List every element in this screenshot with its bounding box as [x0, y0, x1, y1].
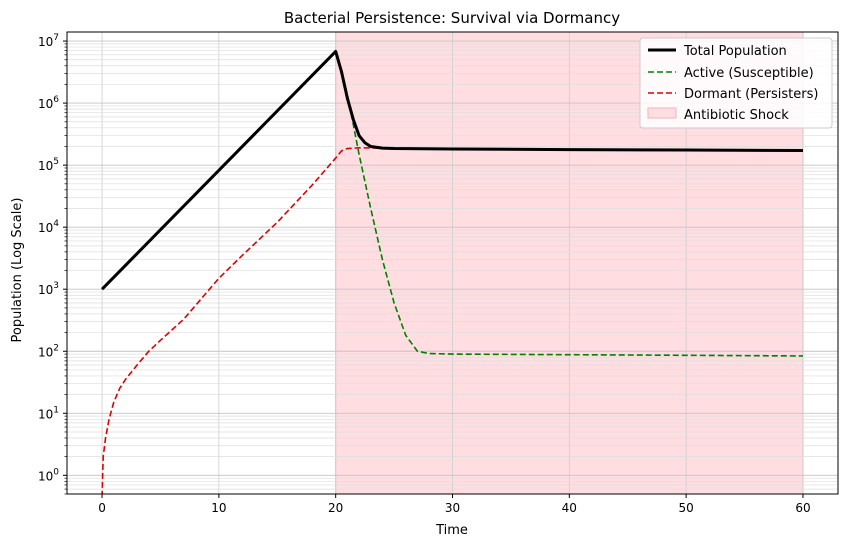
- x-tick-label: 60: [795, 501, 810, 515]
- y-tick-label: 103: [38, 281, 59, 297]
- legend-swatch-antibiotic-shock: [647, 107, 677, 119]
- grid-layer: [67, 32, 838, 495]
- x-tick-label: 30: [445, 501, 460, 515]
- series-layer: [100, 49, 803, 494]
- y-tick-label: 100: [38, 467, 59, 483]
- x-tick-label: 0: [98, 501, 106, 515]
- x-axis-ticks: 0 10 20 30 40 50 60: [98, 494, 811, 515]
- legend-box: [639, 37, 833, 129]
- legend-label-active-susceptible: Active (Susceptible): [684, 66, 814, 81]
- chart-title: Bacterial Persistence: Survival via Dorm…: [284, 9, 620, 27]
- series-line-active-susceptible: [101, 51, 803, 357]
- legend: Total Population Active (Susceptible) Do…: [639, 37, 833, 129]
- x-tick-label: 10: [211, 501, 226, 515]
- x-tick-label: 20: [328, 501, 343, 515]
- x-tick-label: 40: [562, 501, 577, 515]
- series-line-total-population: [100, 49, 803, 291]
- legend-label-antibiotic-shock: Antibiotic Shock: [684, 108, 789, 123]
- x-tick-label: 50: [678, 501, 693, 515]
- y-axis-ticks: 100 101 102 103 104 105 106 107: [38, 33, 67, 495]
- legend-label-total-population: Total Population: [683, 44, 787, 59]
- y-tick-label: 107: [38, 33, 59, 49]
- x-axis-label: Time: [435, 523, 468, 538]
- y-tick-label: 102: [38, 343, 59, 359]
- y-tick-label: 104: [38, 219, 59, 235]
- legend-label-dormant-persisters: Dormant (Persisters): [684, 87, 818, 102]
- y-axis-label: Population (Log Scale): [10, 198, 25, 343]
- y-tick-label: 106: [38, 95, 59, 111]
- y-tick-label: 105: [38, 157, 59, 173]
- y-tick-label: 101: [38, 405, 59, 421]
